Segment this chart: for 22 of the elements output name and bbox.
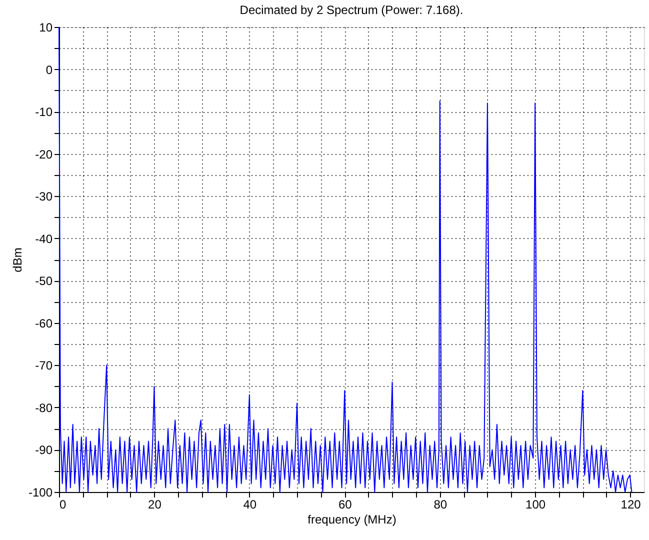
x-axis-title: frequency (MHz): [308, 512, 396, 526]
y-tick-label: -50: [35, 274, 53, 288]
y-tick-label: -80: [35, 400, 53, 415]
y-axis-title: dBm: [10, 248, 24, 272]
y-tick-label: -20: [35, 147, 53, 162]
x-tick-label: 40: [243, 498, 257, 512]
y-tick-label: -60: [35, 316, 53, 330]
y-tick-label: -10: [35, 105, 53, 120]
y-tick-label: -90: [35, 443, 53, 458]
y-tick-label: -30: [35, 190, 53, 204]
x-tick-label: 100: [526, 498, 546, 512]
y-tick-label: 10: [39, 20, 53, 34]
y-tick-label: -70: [35, 358, 53, 373]
chart-title: Decimated by 2 Spectrum (Power: 7.168).: [240, 3, 464, 17]
x-tick-label: 60: [338, 498, 352, 512]
x-tick-label: 0: [60, 498, 66, 512]
y-tick-label: 0: [46, 62, 53, 77]
y-tick-label: -100: [28, 486, 53, 500]
x-tick-label: 20: [148, 498, 162, 512]
y-tick-label: -40: [35, 232, 53, 246]
x-tick-label: 80: [434, 498, 448, 512]
x-tick-label: 120: [620, 498, 642, 512]
